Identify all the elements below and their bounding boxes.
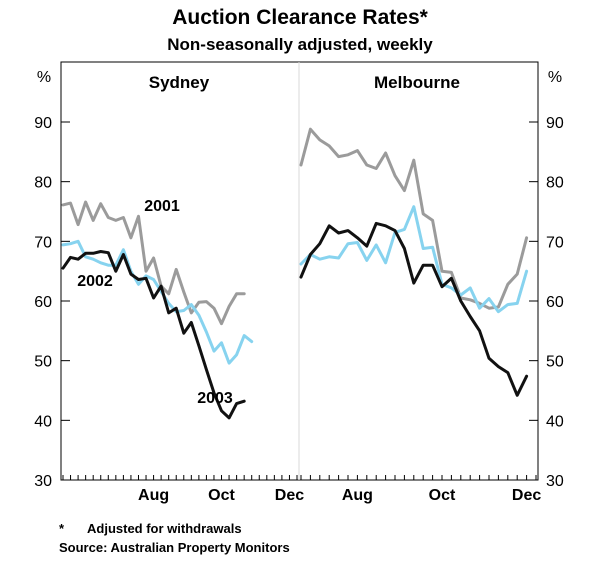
y-tick-label-right: 80 (546, 175, 564, 192)
y-tick-label-left: 70 (34, 234, 52, 251)
y-axis-unit-right: % (548, 69, 562, 86)
y-tick-label-left: 30 (34, 473, 52, 490)
x-tick-label-dec: Dec (275, 487, 304, 504)
source-text: Source: Australian Property Monitors (59, 540, 290, 555)
footnote-text: Adjusted for withdrawals (87, 521, 242, 536)
chart-title: Auction Clearance Rates* (172, 6, 428, 29)
annotation-2002: 2002 (77, 273, 113, 290)
y-tick-label-left: 40 (34, 413, 52, 430)
x-tick-label-oct: Oct (208, 487, 235, 504)
annotation-2001: 2001 (144, 198, 180, 215)
x-tick-label-aug: Aug (138, 487, 169, 504)
x-tick-label-aug: Aug (342, 487, 373, 504)
series-line-melbourne-2001 (299, 127, 529, 310)
series-line-melbourne-2002 (299, 205, 529, 314)
series-lines (61, 127, 529, 420)
y-tick-label-left: 60 (34, 294, 52, 311)
y-tick-label-right: 40 (546, 413, 564, 430)
x-ticks: Aug Oct Dec Aug Oct Dec (62, 475, 541, 504)
footnote-marker: * (59, 521, 65, 536)
y-tick-label-right: 50 (546, 354, 564, 371)
series-line-sydney-2002 (61, 239, 254, 365)
y-tick-label-right: 60 (546, 294, 564, 311)
y-tick-label-left: 90 (34, 115, 52, 132)
series-line-melbourne-2003 (299, 221, 529, 397)
series-line-sydney-2003 (61, 250, 246, 420)
y-tick-label-left: 50 (34, 354, 52, 371)
x-tick-label-oct: Oct (429, 487, 456, 504)
y-ticks: 30 40 50 60 70 80 90 30 40 50 60 70 80 90 (34, 115, 564, 490)
panel-title-melbourne: Melbourne (374, 73, 460, 92)
y-tick-label-left: 80 (34, 175, 52, 192)
y-tick-label-right: 30 (546, 473, 564, 490)
y-axis-unit-left: % (37, 69, 51, 86)
annotation-2003: 2003 (197, 390, 233, 407)
y-tick-label-right: 70 (546, 234, 564, 251)
chart-subtitle: Non-seasonally adjusted, weekly (167, 35, 433, 54)
y-tick-label-right: 90 (546, 115, 564, 132)
series-line-sydney-2001 (61, 200, 246, 326)
series-annotations: 2001 2002 2003 (77, 198, 233, 407)
x-tick-label-dec: Dec (512, 487, 541, 504)
panel-title-sydney: Sydney (149, 73, 210, 92)
